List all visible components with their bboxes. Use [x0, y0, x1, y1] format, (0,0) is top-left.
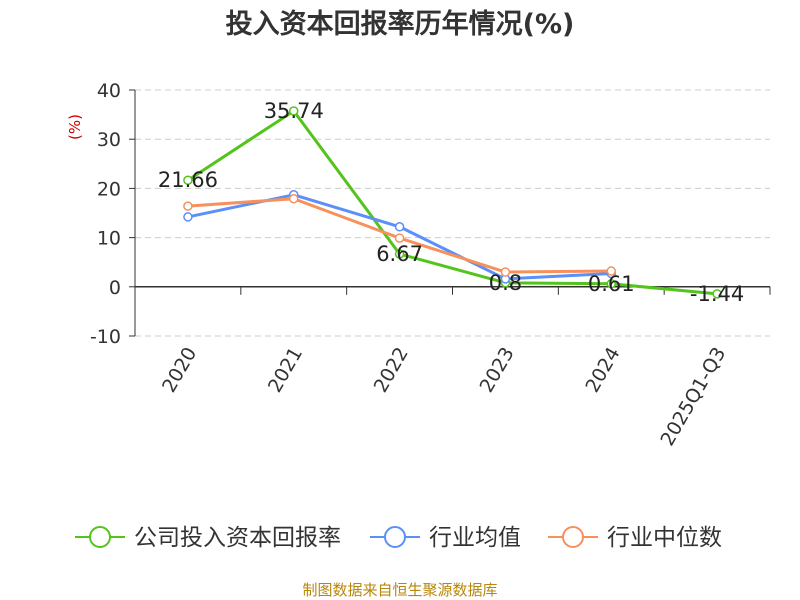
legend-label: 行业均值 — [429, 525, 521, 551]
y-axis-unit: (%) — [66, 114, 84, 140]
legend-marker — [562, 526, 584, 548]
data-point — [500, 267, 511, 277]
x-tick-label: 2024 — [581, 344, 624, 397]
legend: 公司投入资本回报率 行业均值 行业中位数 — [75, 525, 722, 551]
y-tick-label: 0 — [109, 277, 121, 299]
source-note: 制图数据来自恒生聚源数据库 — [302, 581, 497, 599]
data-point — [183, 201, 193, 211]
y-tick-label: 20 — [97, 178, 121, 200]
data-label: 35.74 — [264, 99, 324, 123]
data-point — [394, 222, 405, 232]
x-tick-label: 2020 — [158, 344, 201, 397]
data-label: 0.8 — [489, 271, 522, 295]
x-tick-label: 2021 — [264, 344, 307, 397]
x-tick-label: 2023 — [476, 344, 519, 397]
data-point — [183, 175, 193, 185]
x-tick-label: 2025Q1-Q3 — [656, 344, 730, 450]
series-line — [187, 109, 718, 296]
data-label: -1.44 — [690, 282, 744, 306]
x-tick-label: 2022 — [370, 344, 413, 397]
legend-label: 行业中位数 — [607, 525, 722, 551]
legend-label: 公司投入资本回报率 — [134, 525, 341, 551]
data-labels: 21.66 35.74 6.67 0.8 0.61 -1.44 — [158, 99, 744, 306]
data-point — [394, 249, 405, 259]
data-label: 0.61 — [588, 272, 635, 296]
data-point — [289, 106, 299, 116]
y-tick-label: 40 — [97, 80, 121, 102]
grid-lines — [135, 89, 770, 337]
data-point — [394, 233, 405, 243]
series-lines — [183, 106, 722, 299]
legend-marker — [89, 526, 111, 548]
data-point — [606, 279, 616, 289]
data-point — [183, 212, 193, 222]
chart-title: 投入资本回报率历年情况(%) — [226, 8, 575, 40]
data-point — [606, 266, 616, 276]
data-label: 6.67 — [376, 242, 423, 266]
axes: 40 30 20 10 0 -10 2020 2021 2022 2023 2024 2025Q1-Q… — [90, 80, 771, 450]
data-point — [712, 289, 722, 299]
data-label: 21.66 — [158, 168, 218, 192]
y-tick-label: -10 — [90, 326, 121, 348]
data-point — [289, 193, 299, 204]
y-tick-label: 10 — [97, 228, 121, 250]
y-tick-label: 30 — [97, 129, 121, 151]
legend-marker — [384, 526, 406, 548]
